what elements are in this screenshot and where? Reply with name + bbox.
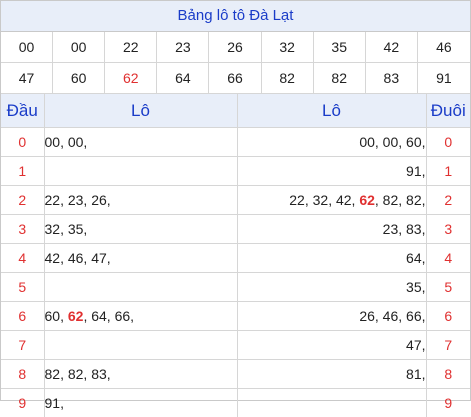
duoi-cell: 2 xyxy=(426,186,470,215)
table-row: 8 82, 82, 83, 81, 8 xyxy=(1,360,470,389)
duoi-cell: 7 xyxy=(426,331,470,360)
duoi-cell: 9 xyxy=(426,389,470,417)
lo-values: , 82, 82, xyxy=(375,192,426,208)
lo-values: , 64, 66, xyxy=(83,308,134,324)
duoi-cell: 8 xyxy=(426,360,470,389)
number-cell: 22 xyxy=(105,32,157,63)
page-title: Bảng lô tô Đà Lạt xyxy=(1,1,470,32)
lo-values: 42, 46, 47, xyxy=(45,250,111,266)
lo-right-cell: 00, 00, 60, xyxy=(237,128,426,157)
lo-values: 23, 83, xyxy=(383,221,426,237)
number-cell: 64 xyxy=(157,63,209,94)
lo-right-cell: 81, xyxy=(237,360,426,389)
number-cell: 82 xyxy=(262,63,314,94)
lo-values: 81, xyxy=(406,366,425,382)
lo-values: 82, 82, 83, xyxy=(45,366,111,382)
number-cell-highlighted: 62 xyxy=(105,63,157,94)
dau-cell: 7 xyxy=(1,331,44,360)
dau-duoi-table: Đầu Lô Lô Đuôi 0 00, 00, 00, 00, 60, 0 1… xyxy=(1,94,470,417)
number-cell: 00 xyxy=(1,32,53,63)
number-cell: 35 xyxy=(314,32,366,63)
table-row: 0 00, 00, 00, 00, 60, 0 xyxy=(1,128,470,157)
lo-right-cell: 64, xyxy=(237,244,426,273)
dau-cell: 5 xyxy=(1,273,44,302)
lo-values: 00, 00, 60, xyxy=(359,134,425,150)
lo-right-cell: 22, 32, 42, 62, 82, 82, xyxy=(237,186,426,215)
lo-values: 32, 35, xyxy=(45,221,88,237)
lo-values: 00, 00, xyxy=(45,134,88,150)
number-cell: 23 xyxy=(157,32,209,63)
table-row: 1 91, 1 xyxy=(1,157,470,186)
duoi-cell: 5 xyxy=(426,273,470,302)
lo-left-cell xyxy=(44,331,237,360)
duoi-cell: 6 xyxy=(426,302,470,331)
loto-panel: Bảng lô tô Đà Lạt 00 00 22 23 26 32 35 4… xyxy=(0,0,471,401)
table-row: 2 22, 23, 26, 22, 32, 42, 62, 82, 82, 2 xyxy=(1,186,470,215)
header-lo-left: Lô xyxy=(44,94,237,128)
dau-cell: 6 xyxy=(1,302,44,331)
table-row: 9 91, 9 xyxy=(1,389,470,417)
dau-cell: 8 xyxy=(1,360,44,389)
lo-left-cell xyxy=(44,157,237,186)
lo-values: 26, 46, 66, xyxy=(359,308,425,324)
lo-highlight: 62 xyxy=(359,192,375,208)
lo-left-cell: 91, xyxy=(44,389,237,417)
dau-cell: 2 xyxy=(1,186,44,215)
number-cell: 60 xyxy=(53,63,105,94)
lo-values: 22, 32, 42, xyxy=(289,192,359,208)
dau-cell: 0 xyxy=(1,128,44,157)
dau-cell: 4 xyxy=(1,244,44,273)
table-row: 5 35, 5 xyxy=(1,273,470,302)
header-dau: Đầu xyxy=(1,94,44,128)
header-duoi: Đuôi xyxy=(426,94,470,128)
number-cell: 00 xyxy=(53,32,105,63)
lo-values: 35, xyxy=(406,279,425,295)
lo-left-cell: 00, 00, xyxy=(44,128,237,157)
number-cell: 47 xyxy=(1,63,53,94)
number-cell: 66 xyxy=(209,63,261,94)
lo-left-cell: 42, 46, 47, xyxy=(44,244,237,273)
lo-left-cell: 22, 23, 26, xyxy=(44,186,237,215)
number-cell: 83 xyxy=(366,63,418,94)
lo-right-cell: 23, 83, xyxy=(237,215,426,244)
lo-left-cell: 60, 62, 64, 66, xyxy=(44,302,237,331)
lo-values: 47, xyxy=(406,337,425,353)
number-cell: 26 xyxy=(209,32,261,63)
lo-right-cell: 91, xyxy=(237,157,426,186)
header-lo-right: Lô xyxy=(237,94,426,128)
lo-values: 91, xyxy=(406,163,425,179)
table-row: 6 60, 62, 64, 66, 26, 46, 66, 6 xyxy=(1,302,470,331)
number-cell: 42 xyxy=(366,32,418,63)
table-row: 7 47, 7 xyxy=(1,331,470,360)
drawn-numbers-grid: 00 00 22 23 26 32 35 42 46 47 60 62 64 6… xyxy=(1,32,470,94)
lo-right-cell xyxy=(237,389,426,417)
lo-values: 64, xyxy=(406,250,425,266)
table-row: 3 32, 35, 23, 83, 3 xyxy=(1,215,470,244)
duoi-cell: 3 xyxy=(426,215,470,244)
lo-right-cell: 35, xyxy=(237,273,426,302)
number-cell: 91 xyxy=(418,63,470,94)
dau-cell: 3 xyxy=(1,215,44,244)
lo-left-cell: 82, 82, 83, xyxy=(44,360,237,389)
lo-left-cell xyxy=(44,273,237,302)
dau-cell: 1 xyxy=(1,157,44,186)
number-cell: 82 xyxy=(314,63,366,94)
lo-values: 22, 23, 26, xyxy=(45,192,111,208)
lo-right-cell: 47, xyxy=(237,331,426,360)
table-row: 4 42, 46, 47, 64, 4 xyxy=(1,244,470,273)
number-cell: 32 xyxy=(262,32,314,63)
duoi-cell: 1 xyxy=(426,157,470,186)
lo-values: 91, xyxy=(45,395,64,411)
lo-highlight: 62 xyxy=(68,308,84,324)
duoi-cell: 4 xyxy=(426,244,470,273)
lo-values: 60, xyxy=(45,308,68,324)
dau-cell: 9 xyxy=(1,389,44,417)
number-cell: 46 xyxy=(418,32,470,63)
lo-left-cell: 32, 35, xyxy=(44,215,237,244)
lo-right-cell: 26, 46, 66, xyxy=(237,302,426,331)
duoi-cell: 0 xyxy=(426,128,470,157)
